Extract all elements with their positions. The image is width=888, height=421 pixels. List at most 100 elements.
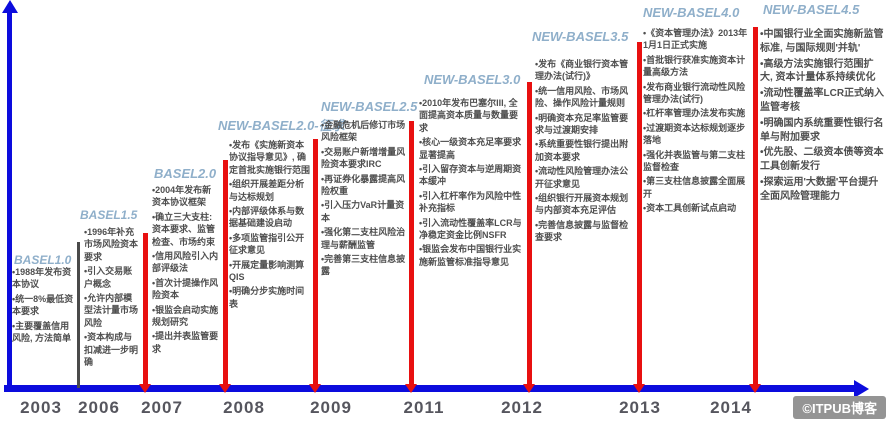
column-text-basel3-5: •发布《商业银行资本管理办法(试行)》 •统一信用风险、市场风险、操作风险计量规则… <box>535 58 633 384</box>
milestone-arrow-icon <box>749 384 761 393</box>
bullet-line: •引入杠杆率作为风险中性补充指标 <box>419 190 522 214</box>
bullet-line: •首批银行获准实施资本计量高级方法 <box>643 54 746 78</box>
milestone-arrow-icon <box>139 384 151 393</box>
bullet-line: •流动性覆盖率LCR正式纳入监管考核 <box>760 88 885 113</box>
bullet-line: •统一8%最低资本要求 <box>12 293 74 317</box>
axis-right-arrow-icon <box>854 380 869 398</box>
bullet-line: •第三支柱信息披露全面展开 <box>643 176 746 199</box>
version-header-basel3-5: NEW-BASEL3.5 <box>532 29 629 44</box>
year-label-2007: 2007 <box>141 398 183 417</box>
bullet-line: •引入交易账户概念 <box>84 266 133 289</box>
year-label-2009: 2009 <box>310 398 352 417</box>
bullet-line: •高级方法实施银行范围扩大, 资本计量体系持续优化 <box>760 58 876 84</box>
bullet-line: •内部评级体系与数据基础建设启动 <box>229 206 305 229</box>
year-label-2003: 2003 <box>20 398 62 417</box>
bullet-line: •允许内部模型法计量市场风险 <box>84 293 139 328</box>
version-header-basel1-0: BASEL1.0 <box>14 253 72 267</box>
bullet-line: •确立三大支柱: 资本要求、监管检查、市场约束 <box>152 211 216 247</box>
milestone-line-2014 <box>753 27 758 384</box>
column-text-basel4-5: •中国银行业全面实施新监管标准, 与国际规则'并轨' •高级方法实施银行范围扩大,… <box>760 28 886 384</box>
milestone-line-2012 <box>527 82 532 384</box>
bullet-line: •交易账户新增增量风险资本要求IRC <box>321 146 406 170</box>
milestone-line-2013 <box>637 42 642 384</box>
milestone-arrow-icon <box>405 384 417 393</box>
bullet-line: •主要覆盖信用风险, 方法简单 <box>12 320 72 344</box>
year-label-2011: 2011 <box>403 398 445 417</box>
axis-up-arrow-icon <box>2 0 18 13</box>
bullet-line: •完善信息披露与监督检查要求 <box>535 219 629 243</box>
bullet-line: •过渡期资本达标规划逐步落地 <box>643 122 746 146</box>
version-header-basel2-0: BASEL2.0 <box>154 166 217 181</box>
column-text-basel2-0-draft: •发布《实施新资本协议指导意见》, 确定首批实施银行范围 •组织开展差距分析与达标… <box>229 139 310 384</box>
column-text-basel4-0: •《资本管理办法》2013年1月1日正式实施 •首批银行获准实施资本计量高级方法 •… <box>643 27 749 384</box>
bullet-line: •杠杆率管理办法发布实施 <box>643 108 746 119</box>
milestone-line-2011 <box>409 121 414 384</box>
milestone-arrow-icon <box>219 384 231 393</box>
bullet-line: •系统重要性银行提出附加资本要求 <box>535 139 629 162</box>
horizontal-axis-line <box>4 385 856 392</box>
column-text-basel3-0: •2010年发布巴塞尔III, 全面提高资本质量与数量要求 •核心一级资本充足率要… <box>419 97 524 384</box>
separator-line <box>77 242 80 388</box>
vertical-axis-line <box>7 12 12 390</box>
bullet-line: •资本工具创新试点启动 <box>643 203 737 214</box>
bullet-line: •发布《商业银行资本管理办法(试行)》 <box>535 59 629 82</box>
bullet-line: •明确分步实施时间表 <box>229 286 305 309</box>
bullet-line: •首次计提操作风险资本 <box>152 277 219 301</box>
milestone-line-2008 <box>223 160 228 384</box>
column-text-basel1-5: •1996年补充市场风险资本要求 •引入交易账户概念 •允许内部模型法计量市场风险 •… <box>84 226 141 384</box>
bullet-line: •强化并表监管与第二支柱监督检查 <box>643 149 746 173</box>
milestone-line-2009 <box>313 139 318 384</box>
bullet-line: •探索运用'大数据'平台提升全面风险管理能力 <box>760 176 879 202</box>
version-header-basel1-5: BASEL1.5 <box>80 208 138 222</box>
year-label-2012: 2012 <box>501 398 543 417</box>
milestone-arrow-icon <box>523 384 535 393</box>
bullet-line: •引入压力VaR计量资本 <box>321 200 405 223</box>
year-label-2006: 2006 <box>78 398 120 417</box>
bullet-line: •明确国内系统重要性银行名单与附加要求 <box>760 117 884 143</box>
bullet-line: •核心一级资本充足率要求显著提高 <box>419 137 522 160</box>
bullet-line: •完善第三支柱信息披露 <box>321 254 406 277</box>
bullet-line: •多项监管指引公开征求意见 <box>229 232 305 256</box>
milestone-line-2007 <box>143 233 148 384</box>
bullet-line: •发布商业银行流动性风险管理办法(试行) <box>643 81 746 105</box>
bullet-line: •2010年发布巴塞尔III, 全面提高资本质量与数量要求 <box>419 98 519 133</box>
bullet-line: •提出并表监管要求 <box>152 331 219 354</box>
bullet-line: •信用风险引入内部评级法 <box>152 251 219 274</box>
bullet-line: •《资本管理办法》2013年1月1日正式实施 <box>643 28 748 51</box>
bullet-line: •1988年发布资本协议 <box>12 267 72 290</box>
year-label-2008: 2008 <box>223 398 265 417</box>
watermark-badge: ©ITPUB博客 <box>793 396 886 419</box>
bullet-line: •资本构成与扣减进一步明确 <box>84 332 139 368</box>
bullet-line: •引入留存资本与逆周期资本缓冲 <box>419 164 522 187</box>
bullet-line: •银监会启动实施规划研究 <box>152 304 219 328</box>
column-text-basel2-0: •2004年发布新资本协议框架 •确立三大支柱: 资本要求、监管检查、市场约束 •信… <box>152 184 220 384</box>
bullet-line: •组织开展差距分析与达标规划 <box>229 179 305 202</box>
bullet-line: •流动性风险管理办法公开征求意见 <box>535 166 629 189</box>
bullet-line: •明确资本充足率监管要求与过渡期安排 <box>535 112 629 136</box>
bullet-line: •2004年发布新资本协议框架 <box>152 185 212 208</box>
column-text-basel1-0: •1988年发布资本协议 •统一8%最低资本要求 •主要覆盖信用风险, 方法简单 <box>12 266 74 384</box>
bullet-line: •开展定量影响测算QIS <box>229 259 305 283</box>
bullet-line: •银监会发布中国银行业实施新监管标准指导意见 <box>419 244 522 267</box>
bullet-line: •引入流动性覆盖率LCR与净稳定资金比例NSFR <box>419 217 522 241</box>
milestone-arrow-icon <box>309 384 321 393</box>
version-header-basel4-5: NEW-BASEL4.5 <box>763 2 860 17</box>
bullet-line: •发布《实施新资本协议指导意见》, 确定首批实施银行范围 <box>229 140 310 175</box>
version-header-basel4-0: NEW-BASEL4.0 <box>643 5 740 20</box>
bullet-line: •再证券化暴露提高风险权重 <box>321 173 406 197</box>
bullet-line: •金融危机后修订市场风险框架 <box>321 120 406 143</box>
bullet-line: •1996年补充市场风险资本要求 <box>84 227 139 262</box>
bullet-line: •统一信用风险、市场风险、操作风险计量规则 <box>535 85 629 109</box>
year-label-2013: 2013 <box>619 398 661 417</box>
version-header-basel2-5: NEW-BASEL2.5 <box>321 99 418 114</box>
column-text-basel2-5: •金融危机后修订市场风险框架 •交易账户新增增量风险资本要求IRC •再证券化暴露提… <box>321 119 406 384</box>
bullet-line: •优先股、二级资本债等资本工具创新发行 <box>760 147 884 173</box>
version-header-basel3-0: NEW-BASEL3.0 <box>424 72 521 87</box>
bullet-line: •强化第二支柱风险治理与薪酬监管 <box>321 227 406 250</box>
year-label-2014: 2014 <box>710 398 752 417</box>
version-header-basel2-0-draft: NEW-BASEL2.0-征求 <box>218 118 345 133</box>
bullet-line: •中国银行业全面实施新监管标准, 与国际规则'并轨' <box>760 29 884 54</box>
bullet-line: •组织银行开展资本规划与内部资本充足评估 <box>535 193 629 216</box>
milestone-arrow-icon <box>633 384 645 393</box>
